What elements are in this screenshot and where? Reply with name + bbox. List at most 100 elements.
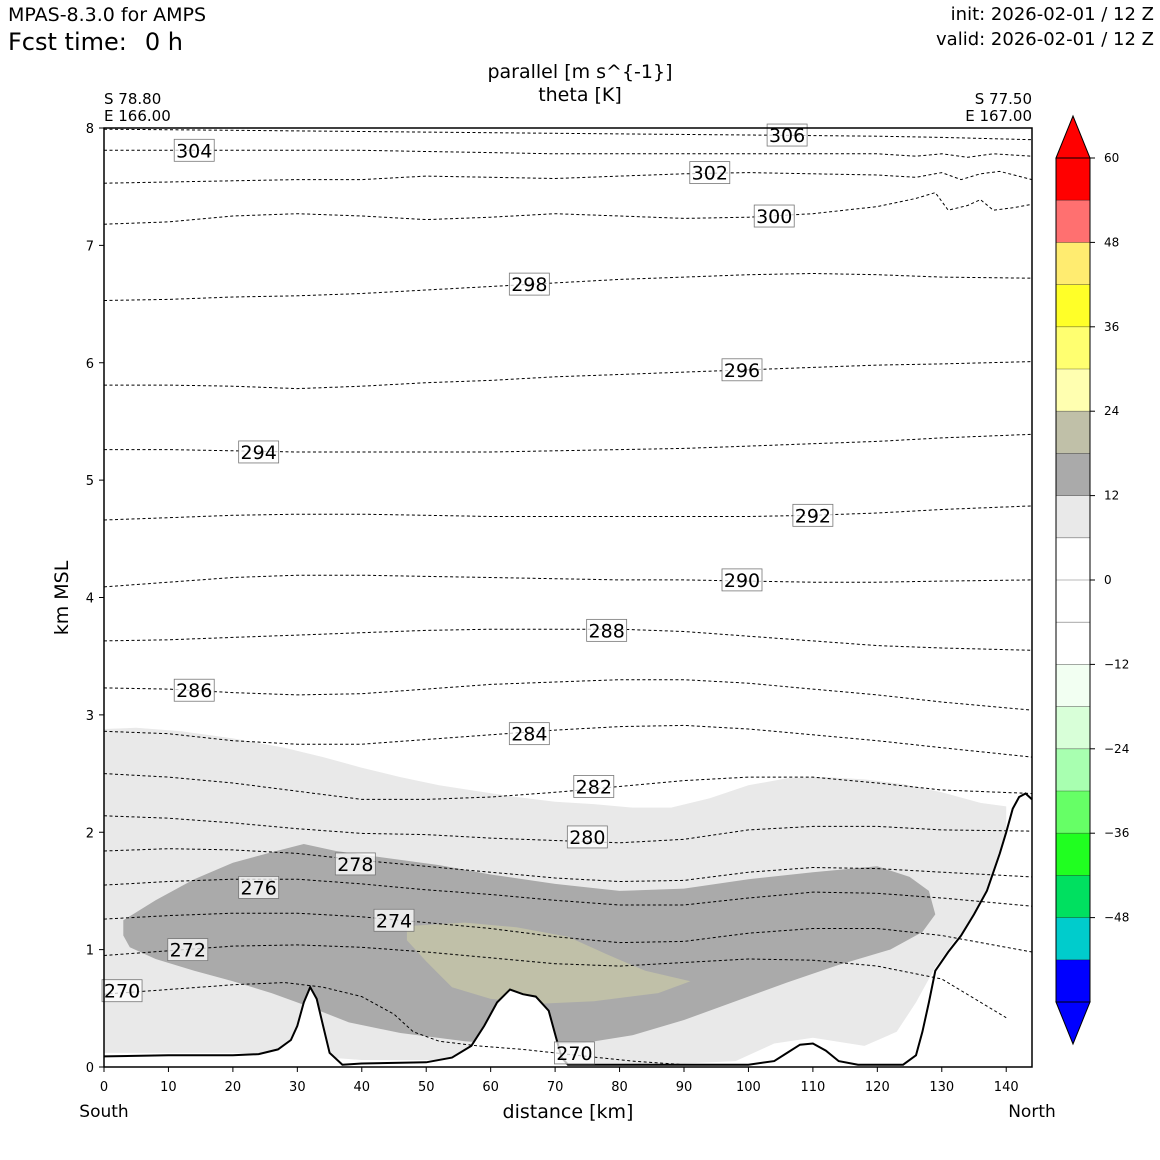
svg-text:294: 294 xyxy=(241,442,277,464)
theta-contour-302 xyxy=(103,170,1033,184)
svg-text:296: 296 xyxy=(724,360,760,382)
theta-contour-292 xyxy=(103,505,1033,521)
contour-label-274: 274 xyxy=(373,908,415,932)
contour-label-298: 298 xyxy=(508,272,550,296)
contour-label-290: 290 xyxy=(721,568,763,592)
colorbar-segment xyxy=(1056,284,1090,327)
contour-label-270: 270 xyxy=(554,1041,595,1065)
theta-contour-296 xyxy=(104,361,1033,390)
y-tick-label: 1 xyxy=(86,944,94,959)
svg-text:282: 282 xyxy=(576,776,612,798)
colorbar-segment xyxy=(1056,242,1090,285)
contour-label-294: 294 xyxy=(238,440,280,464)
colorbar-tick-label: −36 xyxy=(1104,826,1129,840)
x-tick-label: 70 xyxy=(547,1080,564,1095)
contour-label-278: 278 xyxy=(334,852,376,876)
theta-contour-304 xyxy=(104,149,1033,158)
colorbar-tick-label: 0 xyxy=(1104,573,1112,587)
x-tick-label: 40 xyxy=(354,1080,371,1095)
colorbar-segment xyxy=(1056,580,1090,623)
right-endpoint-lat: S 77.50 xyxy=(975,90,1032,108)
colorbar-tick-label: 36 xyxy=(1104,320,1119,334)
south-label: South xyxy=(79,1102,128,1122)
contour-label-286: 286 xyxy=(173,678,215,702)
svg-text:272: 272 xyxy=(170,940,206,962)
colorbar-tick-label: 12 xyxy=(1104,489,1119,503)
colorbar-segment xyxy=(1056,537,1090,580)
colorbar-extend-low xyxy=(1055,1001,1091,1046)
y-tick-label: 5 xyxy=(86,474,94,489)
colorbar-tick-label: −48 xyxy=(1104,911,1129,925)
svg-text:302: 302 xyxy=(692,163,728,185)
x-tick-label: 130 xyxy=(929,1080,954,1095)
contour-label-296: 296 xyxy=(721,358,763,382)
colorbar-segment xyxy=(1056,748,1090,791)
x-tick-label: 120 xyxy=(865,1080,890,1095)
svg-text:300: 300 xyxy=(756,206,792,228)
x-tick-label: 140 xyxy=(994,1080,1019,1095)
forecast-time-label: Fcst time: xyxy=(8,28,127,56)
colorbar-segment xyxy=(1056,917,1090,960)
contour-label-270: 270 xyxy=(101,979,143,1003)
left-endpoint-lat: S 78.80 xyxy=(104,90,161,108)
contour-label-300: 300 xyxy=(753,204,795,228)
x-tick-label: 30 xyxy=(289,1080,306,1095)
colorbar-tick-label: −24 xyxy=(1104,742,1129,756)
theta-contour-288 xyxy=(103,628,1033,651)
contour-label-280: 280 xyxy=(566,825,608,849)
svg-text:292: 292 xyxy=(795,505,831,527)
svg-text:274: 274 xyxy=(376,910,412,932)
y-tick-label: 7 xyxy=(86,239,94,254)
x-tick-label: 60 xyxy=(482,1080,499,1095)
svg-text:288: 288 xyxy=(589,620,625,642)
colorbar-tick-label: 24 xyxy=(1104,404,1119,418)
colorbar-tick-label: 48 xyxy=(1104,235,1119,249)
colorbar-segment xyxy=(1056,664,1090,707)
y-tick-label: 0 xyxy=(86,1061,94,1076)
contour-label-288: 288 xyxy=(586,618,628,642)
y-tick-label: 8 xyxy=(86,122,94,137)
north-label: North xyxy=(1008,1102,1056,1122)
chart-title-line1: parallel [m s^{-1}] xyxy=(487,61,672,83)
contour-label-306: 306 xyxy=(766,123,808,147)
colorbar-segment xyxy=(1056,369,1090,412)
theta-contour-298 xyxy=(103,272,1033,301)
x-tick-label: 0 xyxy=(100,1080,108,1095)
colorbar: 60 48 36 24 12 0 −12 −24 −36 −48 xyxy=(1055,114,1129,1046)
colorbar-segment xyxy=(1056,706,1090,749)
x-tick-label: 10 xyxy=(160,1080,177,1095)
x-tick-label: 80 xyxy=(611,1080,628,1095)
colorbar-extend-high xyxy=(1055,114,1091,159)
y-tick-label: 4 xyxy=(86,592,94,607)
forecast-time-value: 0 h xyxy=(144,28,183,56)
theta-contour-282 xyxy=(103,773,1033,800)
right-endpoint-lon: E 167.00 xyxy=(965,107,1032,125)
svg-text:280: 280 xyxy=(569,827,605,849)
colorbar-segment xyxy=(1056,411,1090,454)
svg-text:270: 270 xyxy=(556,1043,592,1065)
x-tick-label: 20 xyxy=(225,1080,242,1095)
svg-text:306: 306 xyxy=(769,125,805,147)
svg-text:278: 278 xyxy=(337,854,373,876)
theta-contour-278 xyxy=(103,848,1033,883)
x-axis-label: distance [km] xyxy=(503,1101,634,1123)
theta-contour-284 xyxy=(103,724,1033,758)
svg-text:286: 286 xyxy=(176,680,212,702)
contour-label-282: 282 xyxy=(573,775,615,798)
theta-contour-272 xyxy=(103,944,1007,1019)
theta-contour-280 xyxy=(103,815,1033,844)
contour-label-304: 304 xyxy=(173,138,215,162)
svg-text:298: 298 xyxy=(511,274,547,296)
colorbar-segment xyxy=(1056,158,1090,201)
contour-label-292: 292 xyxy=(792,503,834,527)
colorbar-segment xyxy=(1056,791,1090,834)
chart-title-line2: theta [K] xyxy=(538,84,622,106)
theta-contour-300 xyxy=(103,192,1033,225)
theta-contour-286 xyxy=(103,679,1033,711)
forecast-time: Fcst time: 0 h xyxy=(8,28,183,56)
terrain-fill xyxy=(104,793,1032,1067)
theta-contour-274 xyxy=(103,912,1033,953)
svg-text:270: 270 xyxy=(104,981,140,1003)
colorbar-segment xyxy=(1056,453,1090,496)
